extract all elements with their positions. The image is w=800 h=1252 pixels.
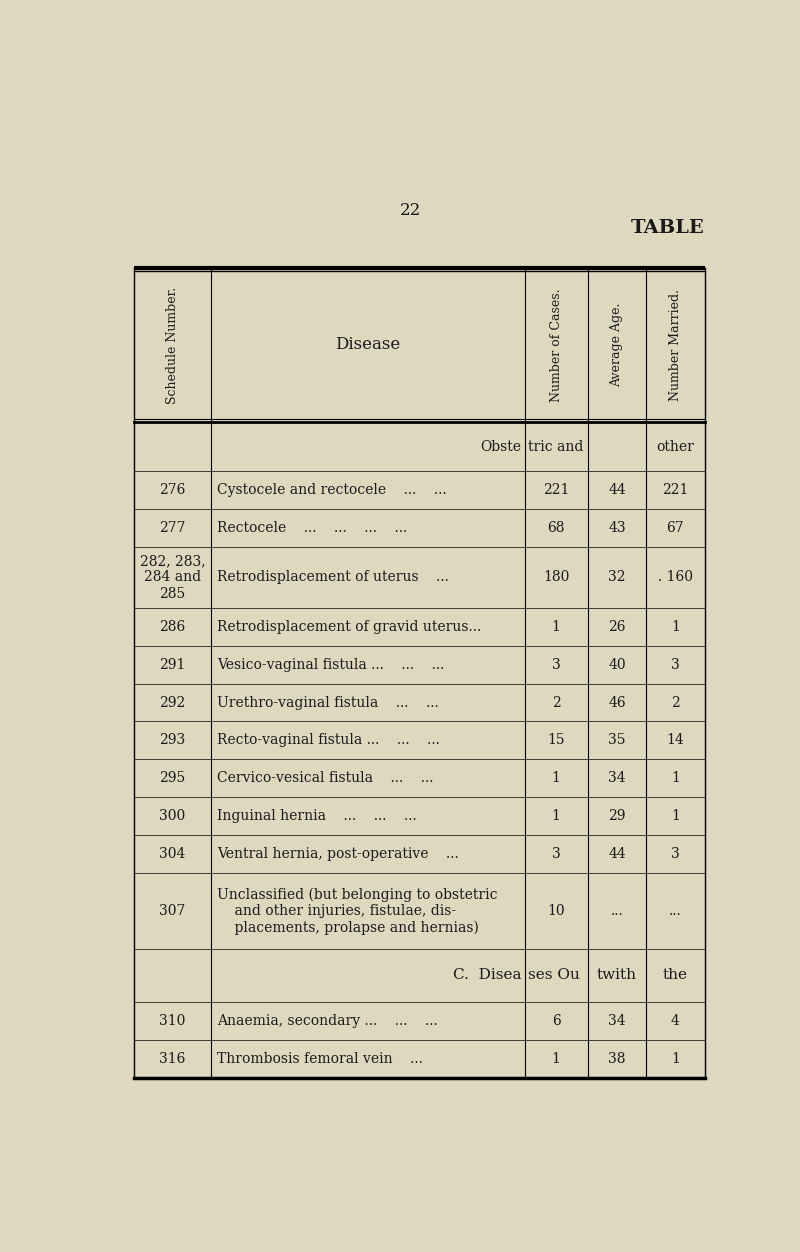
Text: Cystocele and rectocele    ...    ...: Cystocele and rectocele ... ... <box>218 483 447 497</box>
Text: 1: 1 <box>552 620 561 634</box>
Text: Obste: Obste <box>481 439 522 453</box>
Text: Ventral hernia, post-operative    ...: Ventral hernia, post-operative ... <box>218 848 459 861</box>
Text: 3: 3 <box>671 657 680 671</box>
Text: Cervico-vesical fistula    ...    ...: Cervico-vesical fistula ... ... <box>218 771 434 785</box>
Text: 1: 1 <box>552 771 561 785</box>
Text: 26: 26 <box>608 620 626 634</box>
Text: Schedule Number.: Schedule Number. <box>166 287 179 403</box>
Text: Retrodisplacement of gravid uterus...: Retrodisplacement of gravid uterus... <box>218 620 482 634</box>
Text: Retrodisplacement of uterus    ...: Retrodisplacement of uterus ... <box>218 571 449 585</box>
Text: C.  Disea: C. Disea <box>454 968 522 983</box>
Text: 3: 3 <box>671 848 680 861</box>
Text: 34: 34 <box>608 771 626 785</box>
Text: 292: 292 <box>159 696 186 710</box>
Text: 44: 44 <box>608 483 626 497</box>
Text: Inguinal hernia    ...    ...    ...: Inguinal hernia ... ... ... <box>218 809 417 823</box>
Text: ...: ... <box>669 904 682 918</box>
Text: 40: 40 <box>608 657 626 671</box>
Text: 1: 1 <box>671 620 680 634</box>
Text: TABLE: TABLE <box>630 219 705 237</box>
Text: Recto-vaginal fistula ...    ...    ...: Recto-vaginal fistula ... ... ... <box>218 734 440 747</box>
Text: the: the <box>663 968 688 983</box>
Text: tric and: tric and <box>528 439 583 453</box>
Text: 180: 180 <box>543 571 570 585</box>
Text: 1: 1 <box>671 771 680 785</box>
Text: . 160: . 160 <box>658 571 693 585</box>
Text: 22: 22 <box>399 203 421 219</box>
Text: 300: 300 <box>159 809 186 823</box>
Text: Number of Cases.: Number of Cases. <box>550 288 562 402</box>
Text: Vesico-vaginal fistula ...    ...    ...: Vesico-vaginal fistula ... ... ... <box>218 657 445 671</box>
Text: 10: 10 <box>547 904 565 918</box>
Text: 1: 1 <box>552 1052 561 1065</box>
Text: 44: 44 <box>608 848 626 861</box>
Text: 310: 310 <box>159 1014 186 1028</box>
Text: 293: 293 <box>159 734 186 747</box>
Text: 6: 6 <box>552 1014 561 1028</box>
Text: Rectocele    ...    ...    ...    ...: Rectocele ... ... ... ... <box>218 521 407 535</box>
Text: 291: 291 <box>159 657 186 671</box>
Text: 1: 1 <box>552 809 561 823</box>
Text: 67: 67 <box>666 521 684 535</box>
Text: 304: 304 <box>159 848 186 861</box>
Text: 3: 3 <box>552 657 561 671</box>
Text: 14: 14 <box>666 734 684 747</box>
Text: Disease: Disease <box>335 337 401 353</box>
Text: 307: 307 <box>159 904 186 918</box>
Text: 277: 277 <box>159 521 186 535</box>
Text: 316: 316 <box>159 1052 186 1065</box>
Text: 46: 46 <box>608 696 626 710</box>
Text: Anaemia, secondary ...    ...    ...: Anaemia, secondary ... ... ... <box>218 1014 438 1028</box>
Text: 43: 43 <box>608 521 626 535</box>
Text: 38: 38 <box>608 1052 626 1065</box>
Text: 32: 32 <box>608 571 626 585</box>
Text: Unclassified (but belonging to obstetric
    and other injuries, fistulae, dis-
: Unclassified (but belonging to obstetric… <box>218 888 498 934</box>
Text: 276: 276 <box>159 483 186 497</box>
Text: 286: 286 <box>159 620 186 634</box>
Text: 34: 34 <box>608 1014 626 1028</box>
Text: 1: 1 <box>671 809 680 823</box>
Text: Urethro-vaginal fistula    ...    ...: Urethro-vaginal fistula ... ... <box>218 696 439 710</box>
Text: 221: 221 <box>662 483 689 497</box>
Text: 68: 68 <box>547 521 565 535</box>
Text: Number Married.: Number Married. <box>669 289 682 401</box>
Text: 1: 1 <box>671 1052 680 1065</box>
Text: 295: 295 <box>159 771 186 785</box>
Text: 221: 221 <box>543 483 570 497</box>
Text: Thrombosis femoral vein    ...: Thrombosis femoral vein ... <box>218 1052 423 1065</box>
Text: twith: twith <box>597 968 637 983</box>
Text: Average Age.: Average Age. <box>610 303 623 387</box>
Text: ...: ... <box>610 904 623 918</box>
Text: other: other <box>657 439 694 453</box>
Text: 282, 283,
284 and
285: 282, 283, 284 and 285 <box>140 555 206 601</box>
Text: 15: 15 <box>547 734 565 747</box>
Text: 2: 2 <box>552 696 561 710</box>
Text: 2: 2 <box>671 696 680 710</box>
Text: 4: 4 <box>671 1014 680 1028</box>
Text: ses Ou: ses Ou <box>528 968 580 983</box>
Text: 35: 35 <box>608 734 626 747</box>
Text: 29: 29 <box>608 809 626 823</box>
Text: 3: 3 <box>552 848 561 861</box>
